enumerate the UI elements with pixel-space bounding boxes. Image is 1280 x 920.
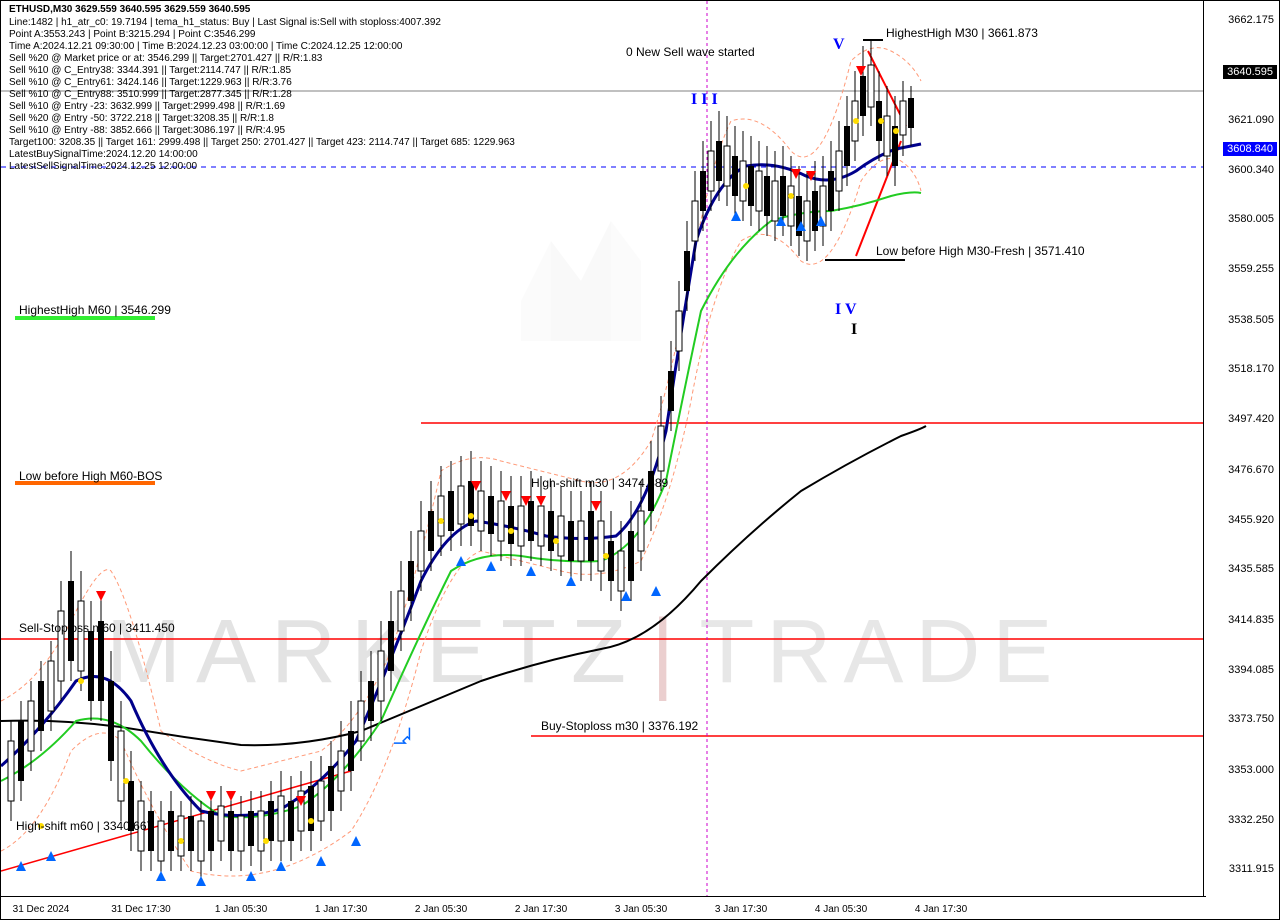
chart-label: HighestHigh M60 | 3546.299 [19, 303, 171, 317]
x-tick: 2 Jan 05:30 [415, 904, 467, 915]
y-tick: 3662.175 [1228, 14, 1274, 26]
y-tick: 3559.255 [1228, 263, 1274, 275]
wave-label: V [833, 36, 845, 54]
price-label: 3640.595 [1223, 65, 1277, 79]
y-tick: 3332.250 [1228, 814, 1274, 826]
price-label: 3608.840 [1223, 142, 1277, 156]
y-tick: 3600.340 [1228, 164, 1274, 176]
chart-label: Low before High M30-Fresh | 3571.410 [876, 244, 1085, 258]
chart-label: HighestHigh M30 | 3661.873 [886, 26, 1038, 40]
wave-label: I I I [691, 91, 718, 109]
info-line: LatestSellSignalTime:2024.12.25 12:00:00 [9, 161, 197, 172]
info-line: Point A:3553.243 | Point B:3215.294 | Po… [9, 29, 256, 40]
chart-title: ETHUSD,M30 3629.559 3640.595 3629.559 36… [9, 4, 250, 15]
y-tick: 3518.170 [1228, 363, 1274, 375]
info-line: Sell %10 @ Entry -88: 3852.666 || Target… [9, 125, 285, 136]
chart-label: Low before High M60-BOS [19, 469, 162, 483]
y-tick: 3311.915 [1229, 863, 1274, 875]
chart-label: High-shift m60 | 3340.667 [16, 819, 153, 833]
x-tick: 3 Jan 05:30 [615, 904, 667, 915]
y-tick: 3621.090 [1228, 114, 1274, 126]
chart-label: 0 New Sell wave started [626, 45, 755, 59]
x-tick: 4 Jan 05:30 [815, 904, 867, 915]
y-tick: 3497.420 [1228, 413, 1274, 425]
y-tick: 3414.835 [1228, 614, 1274, 626]
info-line: Sell %20 @ Entry -50: 3722.218 || Target… [9, 113, 274, 124]
info-line: Sell %10 @ C_Entry38: 3344.391 || Target… [9, 65, 291, 76]
y-tick: 3455.920 [1228, 514, 1274, 526]
x-tick: 1 Jan 05:30 [215, 904, 267, 915]
plot-area[interactable]: MARKETZ|TRADE [1, 1, 1206, 898]
wave-label: I [851, 321, 857, 339]
info-line: Sell %10 @ C_Entry88: 3510.999 || Target… [9, 89, 292, 100]
chart-label: High-shift m30 | 3474.389 [531, 476, 668, 490]
wave-label: I V [835, 301, 857, 319]
x-tick: 31 Dec 2024 [13, 904, 70, 915]
marker-black-2 [863, 39, 883, 41]
info-line: Target100: 3208.35 || Target 161: 2999.4… [9, 137, 515, 148]
info-line: Line:1482 | h1_atr_c0: 19.7194 | tema_h1… [9, 17, 441, 28]
chart-container: MARKETZ|TRADE [0, 0, 1280, 920]
x-axis: 31 Dec 2024 31 Dec 17:30 1 Jan 05:30 1 Jan … [1, 896, 1206, 919]
y-tick: 3373.750 [1228, 713, 1274, 725]
info-line: LatestBuySignalTime:2024.12.20 14:00:00 [9, 149, 198, 160]
x-tick: 1 Jan 17:30 [315, 904, 367, 915]
x-tick: 4 Jan 17:30 [915, 904, 967, 915]
info-line: Sell %10 @ C_Entry61: 3424.146 || Target… [9, 77, 292, 88]
marker-black-1 [825, 259, 905, 261]
x-tick: 2 Jan 17:30 [515, 904, 567, 915]
info-line: Sell %10 @ Entry -23: 3632.999 || Target… [9, 101, 285, 112]
y-tick: 3476.670 [1228, 464, 1274, 476]
x-tick: 31 Dec 17:30 [111, 904, 171, 915]
y-tick: 3538.505 [1228, 314, 1274, 326]
y-tick: 3435.585 [1228, 563, 1274, 575]
y-axis: 3662.175 3621.090 3600.340 3580.005 3559.255… [1203, 1, 1279, 898]
y-tick: 3353.000 [1228, 764, 1274, 776]
y-tick: 3394.085 [1228, 664, 1274, 676]
info-line: Time A:2024.12.21 09:30:00 | Time B:2024… [9, 41, 402, 52]
chart-label: Buy-Stoploss m30 | 3376.192 [541, 719, 698, 733]
chart-label: Sell-Stoploss m60 | 3411.450 [19, 621, 175, 635]
info-line: Sell %20 @ Market price or at: 3546.299 … [9, 53, 322, 64]
x-tick: 3 Jan 17:30 [715, 904, 767, 915]
y-tick: 3580.005 [1228, 213, 1274, 225]
